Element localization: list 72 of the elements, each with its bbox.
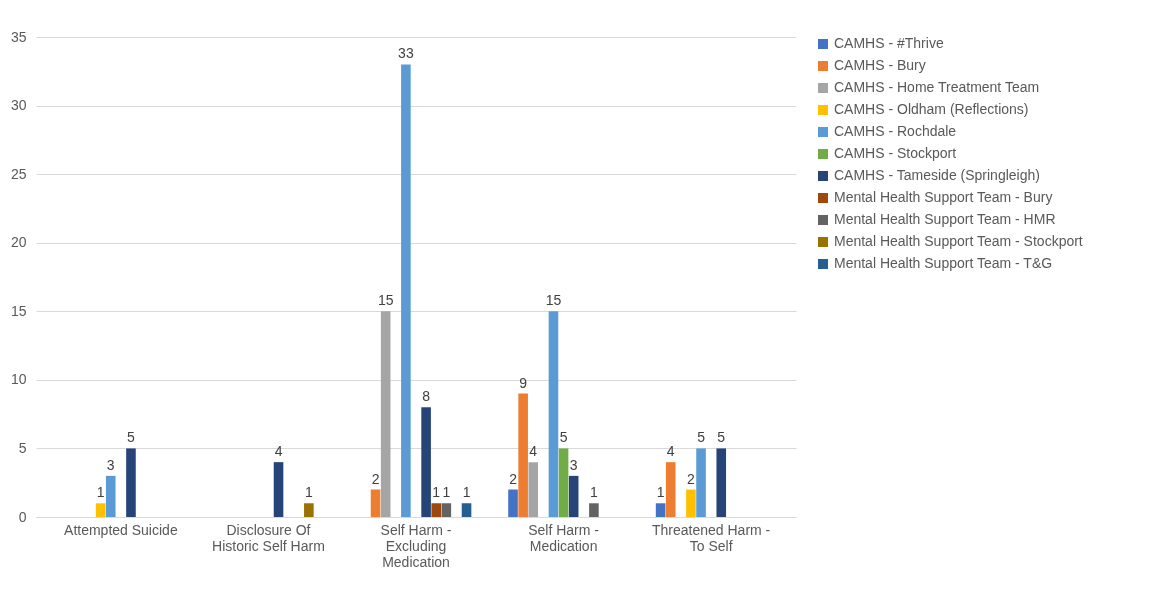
y-tick-label: 10 — [10, 371, 27, 388]
y-tick-label: 5 — [18, 439, 27, 456]
bar — [665, 462, 676, 517]
bar — [273, 462, 284, 517]
data-label: 8 — [422, 388, 431, 405]
data-label: 1 — [656, 484, 665, 501]
data-label: 2 — [509, 470, 518, 487]
data-label: 1 — [462, 484, 471, 501]
y-tick-label: 35 — [10, 28, 27, 45]
bar — [441, 503, 452, 517]
y-tick-label: 30 — [10, 97, 27, 114]
bar — [95, 503, 106, 517]
legend-label: Mental Health Support Team - Stockport — [834, 233, 1083, 249]
data-label: 1 — [442, 484, 451, 501]
data-label: 5 — [697, 429, 706, 446]
data-label: 15 — [377, 292, 394, 309]
y-tick-label: 0 — [18, 508, 27, 525]
legend-label: CAMHS - Bury — [834, 57, 926, 73]
legend-label: CAMHS - Rochdale — [834, 123, 957, 139]
data-label: 2 — [687, 470, 696, 487]
bar — [461, 503, 472, 517]
bar — [568, 475, 579, 517]
data-label: 1 — [432, 484, 441, 501]
data-label: 9 — [519, 374, 528, 391]
y-tick-label: 20 — [10, 234, 27, 251]
x-tick-label: Disclosure Of Historic Self Harm — [212, 521, 325, 554]
legend-label: Mental Health Support Team - T&G — [834, 255, 1053, 271]
bar — [716, 448, 727, 517]
legend-label: CAMHS - Home Treatment Team — [834, 79, 1040, 95]
data-label: 1 — [304, 484, 313, 501]
bar — [304, 503, 314, 517]
data-label: 5 — [559, 429, 568, 446]
data-label: 1 — [96, 484, 105, 501]
legend-label: CAMHS - Stockport — [834, 145, 957, 161]
x-tick-label: Attempted Suicide — [64, 521, 178, 538]
bar — [380, 311, 391, 517]
bar — [655, 503, 666, 517]
data-label: 4 — [274, 443, 283, 460]
data-label: 5 — [717, 429, 726, 446]
legend-label: Mental Health Support Team - Bury — [834, 189, 1053, 205]
legend-label: Mental Health Support Team - HMR — [834, 211, 1056, 227]
data-label: 5 — [127, 429, 136, 446]
bar — [528, 462, 539, 517]
bar — [508, 489, 518, 517]
bar — [696, 448, 706, 517]
x-tick-label: Self Harm - Medication — [528, 521, 600, 554]
y-tick-label: 25 — [10, 165, 27, 182]
bar — [431, 503, 442, 517]
bar — [518, 393, 528, 517]
data-label: 3 — [569, 456, 578, 473]
legend-label: CAMHS - Oldham (Reflections) — [834, 101, 1029, 117]
data-label: 33 — [398, 45, 414, 62]
y-tick-label: 15 — [10, 302, 27, 319]
bar — [401, 64, 411, 517]
bar — [558, 448, 569, 517]
legend-label: CAMHS - Tameside (Springleigh) — [834, 167, 1040, 183]
data-label: 15 — [545, 292, 562, 309]
bar — [421, 407, 431, 517]
bar — [105, 475, 116, 517]
data-label: 4 — [529, 443, 538, 460]
bar — [370, 489, 381, 517]
bar — [589, 503, 599, 517]
bar — [126, 448, 136, 517]
bar — [548, 311, 559, 517]
legend-label: CAMHS - #Thrive — [834, 35, 944, 51]
data-label: 4 — [666, 443, 675, 460]
data-label: 3 — [106, 456, 115, 473]
bar — [686, 489, 696, 517]
data-label: 2 — [371, 470, 380, 487]
data-label: 1 — [590, 484, 598, 501]
x-tick-label: Threatened Harm - To Self — [652, 521, 771, 554]
x-tick-label: Self Harm - Excluding Medication — [380, 521, 452, 570]
